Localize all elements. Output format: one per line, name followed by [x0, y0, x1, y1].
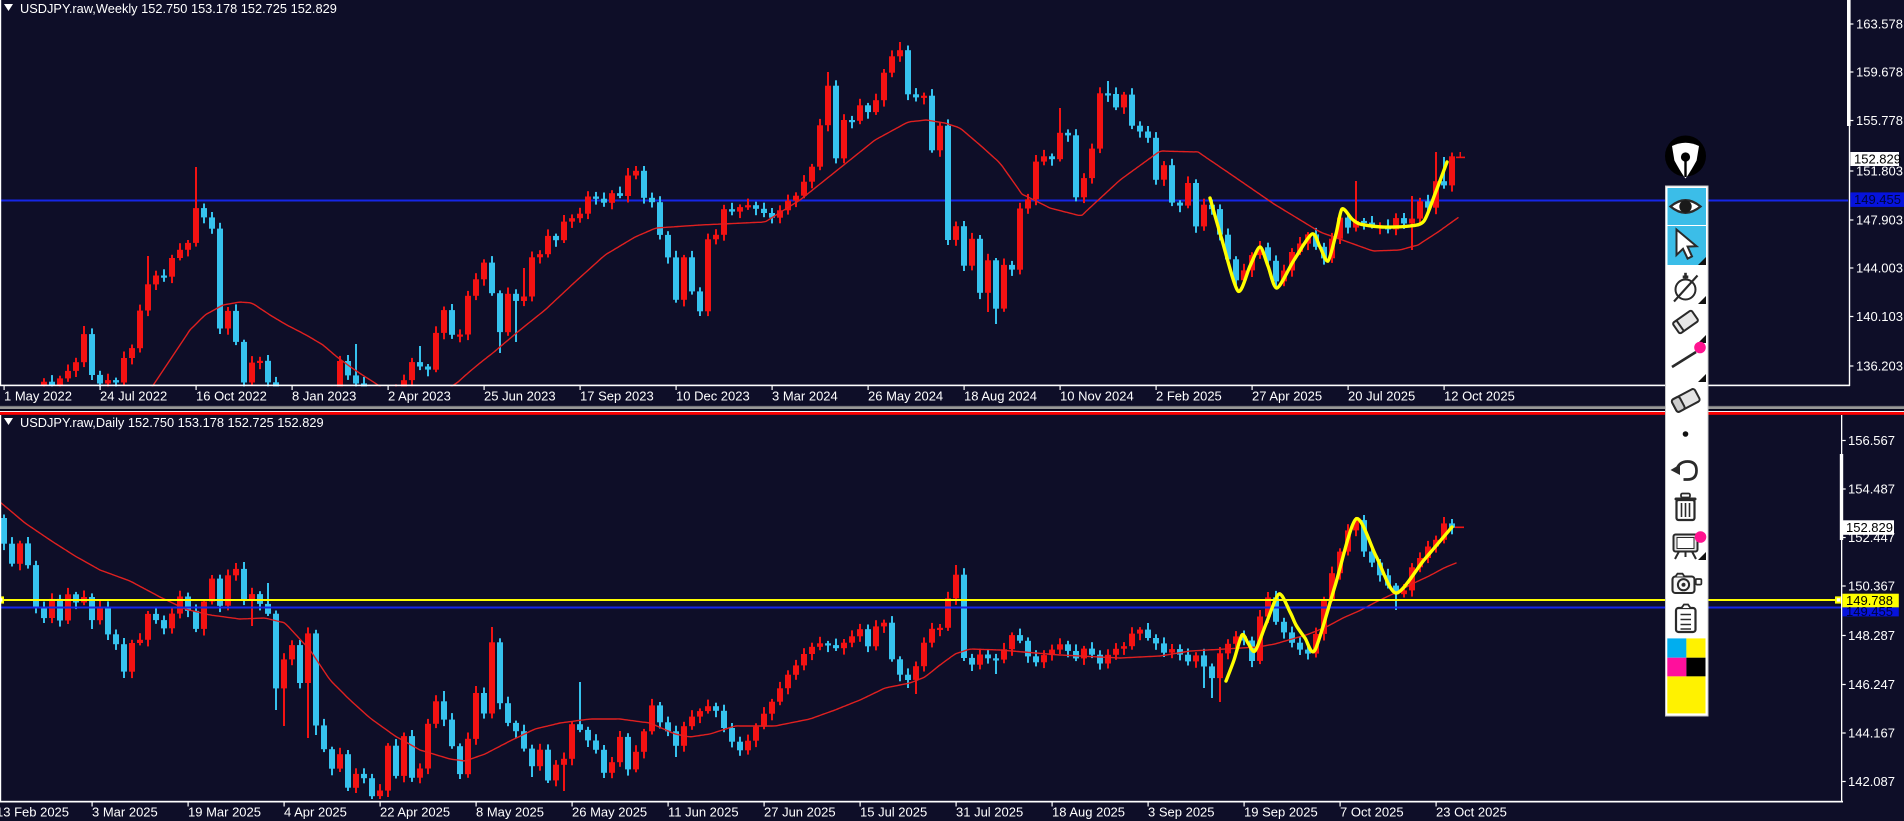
- svg-text:31 Jul 2025: 31 Jul 2025: [956, 805, 1023, 820]
- svg-text:8 Jan 2023: 8 Jan 2023: [292, 389, 356, 404]
- svg-text:12 Oct 2025: 12 Oct 2025: [1444, 389, 1515, 404]
- svg-text:152.829: 152.829: [1846, 520, 1893, 535]
- svg-text:2 Feb 2025: 2 Feb 2025: [1156, 389, 1222, 404]
- svg-text:7 Oct 2025: 7 Oct 2025: [1340, 805, 1404, 820]
- svg-text:18 Aug 2025: 18 Aug 2025: [1052, 805, 1125, 820]
- svg-text:3 Sep 2025: 3 Sep 2025: [1148, 805, 1215, 820]
- svg-text:2 Apr 2023: 2 Apr 2023: [388, 389, 451, 404]
- svg-text:10 Nov 2024: 10 Nov 2024: [1060, 389, 1134, 404]
- svg-text:16 Oct 2022: 16 Oct 2022: [196, 389, 267, 404]
- svg-text:146.247: 146.247: [1848, 677, 1895, 692]
- svg-text:18 Aug 2024: 18 Aug 2024: [964, 389, 1037, 404]
- svg-text:144.167: 144.167: [1848, 726, 1895, 741]
- svg-text:17 Sep 2023: 17 Sep 2023: [580, 389, 654, 404]
- svg-text:26 May 2025: 26 May 2025: [572, 805, 647, 820]
- svg-text:27 Apr 2025: 27 Apr 2025: [1252, 389, 1322, 404]
- svg-text:142.087: 142.087: [1848, 774, 1895, 789]
- svg-text:24 Jul 2022: 24 Jul 2022: [100, 389, 167, 404]
- svg-text:25 Jun 2023: 25 Jun 2023: [484, 389, 556, 404]
- svg-text:149.455: 149.455: [1854, 192, 1901, 207]
- svg-text:144.003: 144.003: [1856, 261, 1903, 276]
- svg-text:163.578: 163.578: [1856, 17, 1903, 32]
- svg-text:3 Mar 2024: 3 Mar 2024: [772, 389, 838, 404]
- svg-text:156.567: 156.567: [1848, 433, 1895, 448]
- svg-text:1 May 2022: 1 May 2022: [4, 389, 72, 404]
- svg-text:155.778: 155.778: [1856, 113, 1903, 128]
- svg-text:3 Mar 2025: 3 Mar 2025: [92, 805, 158, 820]
- svg-text:8 May 2025: 8 May 2025: [476, 805, 544, 820]
- svg-text:149.788: 149.788: [1846, 593, 1893, 608]
- svg-text:152.829: 152.829: [1854, 152, 1901, 167]
- svg-text:11 Jun 2025: 11 Jun 2025: [668, 805, 739, 820]
- svg-text:15 Jul 2025: 15 Jul 2025: [860, 805, 927, 820]
- svg-text:148.287: 148.287: [1848, 628, 1895, 643]
- svg-text:140.103: 140.103: [1856, 309, 1903, 324]
- svg-text:147.903: 147.903: [1856, 213, 1903, 228]
- svg-text:151.803: 151.803: [1856, 164, 1903, 179]
- svg-text:USDJPY.raw,Weekly 152.750 153: USDJPY.raw,Weekly 152.750 153.178 152.72…: [20, 1, 337, 16]
- svg-text:154.487: 154.487: [1848, 482, 1895, 497]
- svg-text:19 Mar 2025: 19 Mar 2025: [188, 805, 261, 820]
- svg-text:136.203: 136.203: [1856, 359, 1903, 374]
- svg-text:13 Feb 2025: 13 Feb 2025: [0, 805, 69, 820]
- svg-text:USDJPY.raw,Daily 152.750 153.: USDJPY.raw,Daily 152.750 153.178 152.725…: [20, 415, 324, 430]
- svg-text:149.455: 149.455: [1846, 604, 1893, 619]
- svg-text:10 Dec 2023: 10 Dec 2023: [676, 389, 750, 404]
- svg-text:23 Oct 2025: 23 Oct 2025: [1436, 805, 1507, 820]
- svg-text:22 Apr 2025: 22 Apr 2025: [380, 805, 450, 820]
- svg-text:4 Apr 2025: 4 Apr 2025: [284, 805, 347, 820]
- svg-text:150.367: 150.367: [1848, 579, 1895, 594]
- svg-text:19 Sep 2025: 19 Sep 2025: [1244, 805, 1318, 820]
- svg-text:26 May 2024: 26 May 2024: [868, 389, 943, 404]
- svg-text:159.678: 159.678: [1856, 65, 1903, 80]
- svg-text:20 Jul 2025: 20 Jul 2025: [1348, 389, 1415, 404]
- svg-text:27 Jun 2025: 27 Jun 2025: [764, 805, 836, 820]
